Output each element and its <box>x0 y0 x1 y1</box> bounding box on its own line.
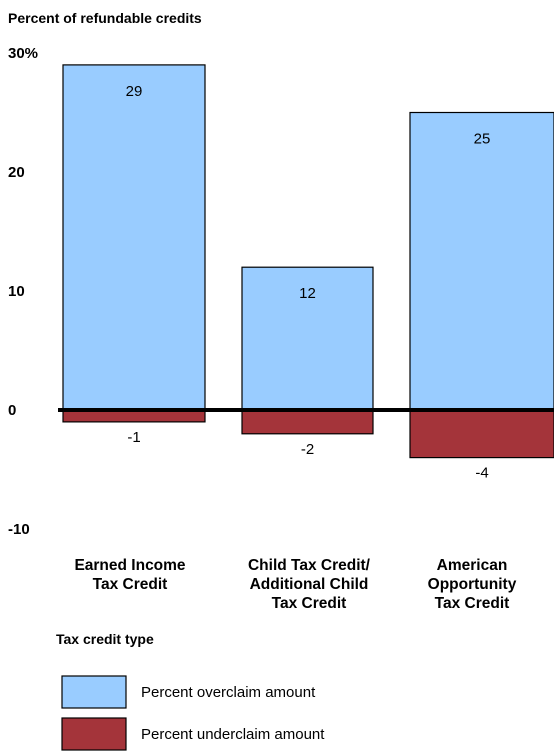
underclaim-data-label: -2 <box>301 441 314 458</box>
category-label: Child Tax Credit/ <box>248 557 371 574</box>
overclaim-bar <box>241 266 374 411</box>
overclaim-bar <box>62 64 206 411</box>
overclaim-bar <box>409 111 554 411</box>
legend-swatch-underclaim <box>61 717 127 751</box>
category-label: Tax Credit <box>93 576 168 593</box>
x-axis-title: Tax credit type <box>56 631 154 647</box>
legend: Percent overclaim amount Percent undercla… <box>61 675 325 751</box>
category-label: Tax Credit <box>435 595 510 612</box>
category-label: Tax Credit <box>272 595 347 612</box>
y-tick-label: 10 <box>8 283 25 300</box>
underclaim-bar <box>409 409 554 459</box>
category-label: Opportunity <box>428 576 517 593</box>
legend-label: Percent overclaim amount <box>141 684 316 701</box>
underclaim-data-label: -4 <box>475 465 488 482</box>
y-axis-ticks: 30% 20 10 0 -10 <box>8 45 38 538</box>
y-tick-label: 30% <box>8 45 38 62</box>
underclaim-data-label: -1 <box>127 429 140 446</box>
category-label: American <box>437 557 508 574</box>
y-tick-label: 0 <box>8 402 16 419</box>
y-tick-label: -10 <box>8 521 30 538</box>
y-tick-label: 20 <box>8 164 25 181</box>
y-axis-title: Percent of refundable credits <box>8 10 202 26</box>
data-labels: 29 -1 12 -2 25 -4 <box>126 83 491 482</box>
overclaim-data-label: 25 <box>474 131 491 148</box>
underclaim-bar <box>241 409 374 435</box>
legend-swatch-overclaim <box>61 675 127 709</box>
category-labels: Earned Income Tax Credit Child Tax Credit/… <box>74 557 516 612</box>
overclaim-data-label: 29 <box>126 83 143 100</box>
category-label: Earned Income <box>74 557 185 574</box>
bars <box>62 64 554 459</box>
category-label: Additional Child <box>250 576 369 593</box>
legend-label: Percent underclaim amount <box>141 726 325 743</box>
overclaim-data-label: 12 <box>299 285 316 302</box>
